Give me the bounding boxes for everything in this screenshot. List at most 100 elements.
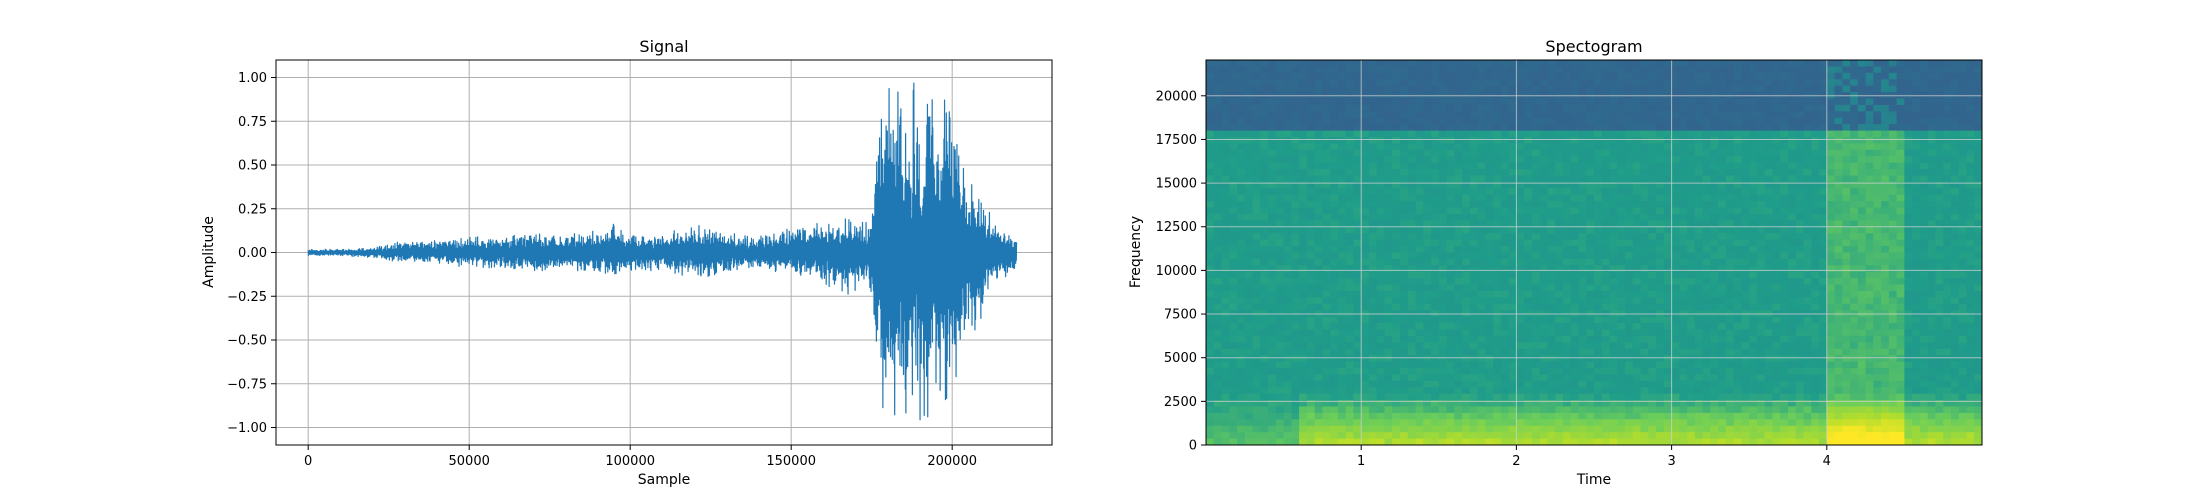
spectrogram-cell	[1345, 98, 1355, 106]
spectrogram-cell	[1400, 323, 1409, 331]
spectrogram-cell	[1299, 98, 1308, 106]
spectrogram-cell	[1524, 432, 1533, 440]
spectrogram-cell	[1260, 355, 1269, 363]
spectrogram-cell	[1229, 162, 1238, 170]
spectrogram-cell	[1252, 303, 1261, 311]
spectrogram-cell	[1702, 226, 1711, 234]
spectrogram-cell	[1376, 181, 1386, 189]
spectrogram-cell	[1648, 79, 1657, 87]
spectrogram-cell	[1454, 246, 1463, 254]
spectrogram-cell	[1741, 226, 1750, 234]
spectrogram-cell	[1617, 79, 1626, 87]
spectrogram-cell	[1252, 380, 1261, 388]
spectrogram-cell	[1516, 258, 1525, 266]
spectrogram-cell	[1663, 278, 1673, 286]
spectrogram-cell	[1446, 361, 1455, 369]
spectrogram-cell	[1438, 220, 1448, 228]
spectrogram-cell	[1244, 361, 1254, 369]
spectrogram-cell	[1306, 60, 1316, 68]
spectrogram-cell	[1454, 111, 1463, 119]
spectrogram-cell	[1524, 355, 1533, 363]
spectrogram-cell	[1337, 137, 1347, 145]
spectrogram-cell	[1206, 220, 1215, 228]
spectrogram-cell	[1500, 207, 1510, 215]
spectrogram-cell	[1842, 98, 1851, 106]
spectrogram-cell	[1594, 117, 1603, 125]
spectrogram-cell	[1625, 393, 1634, 401]
spectrogram-cell	[1500, 323, 1510, 331]
spectrogram-cell	[1392, 432, 1401, 440]
spectrogram-cell	[1368, 124, 1378, 132]
spectrogram-cell	[1749, 246, 1758, 254]
spectrogram-cell	[1819, 130, 1828, 138]
spectrogram-cell	[1625, 316, 1634, 324]
spectrogram-cell	[1384, 79, 1393, 87]
spectrogram-cell	[1314, 412, 1323, 420]
spectrogram-cell	[1322, 207, 1331, 215]
spectrogram-cell	[1361, 400, 1370, 408]
spectrogram-cell	[1446, 201, 1455, 209]
spectrogram-cell	[1306, 438, 1316, 445]
spectrogram-cell	[1671, 149, 1680, 157]
spectrogram-cell	[1260, 425, 1269, 433]
spectrogram-cell	[1640, 124, 1649, 132]
spectrogram-cell	[1718, 162, 1727, 170]
spectrogram-cell	[1788, 368, 1797, 376]
spectrogram-cell	[1640, 323, 1649, 331]
spectrogram-cell	[1229, 98, 1238, 106]
spectrogram-cell	[1803, 303, 1812, 311]
spectrogram-cell	[1330, 194, 1339, 202]
spectrogram-cell	[1361, 246, 1370, 254]
spectrogram-cell	[1524, 271, 1533, 279]
spectrogram-cell	[1353, 207, 1362, 215]
spectrogram-cell	[1477, 355, 1486, 363]
spectrogram-cell	[1438, 291, 1448, 299]
spectrogram-cell	[1415, 175, 1424, 183]
spectrogram-cell	[1539, 124, 1549, 132]
spectrogram-cell	[1710, 297, 1719, 305]
spectrogram-cell	[1322, 406, 1331, 414]
spectrogram-cell	[1407, 175, 1417, 183]
spectrogram-cell	[1811, 432, 1820, 440]
spectrogram-cell	[1656, 265, 1665, 273]
spectrogram-cell	[1493, 79, 1502, 87]
spectrogram-cell	[1291, 181, 1300, 189]
spectrogram-cell	[1694, 297, 1704, 305]
spectrogram-cell	[1330, 412, 1339, 420]
spectrogram-cell	[1679, 156, 1688, 164]
spectrogram-cell	[1454, 188, 1463, 196]
spectrogram-cell	[1322, 387, 1331, 395]
spectrogram-cell	[1260, 438, 1269, 445]
spectrogram-cell	[1260, 214, 1269, 222]
spectrogram-cell	[1826, 98, 1836, 106]
spectrogram-cell	[1252, 181, 1261, 189]
spectrogram-cell	[1252, 432, 1261, 440]
spectrogram-cell	[1268, 143, 1277, 151]
spectrogram-cell	[1741, 342, 1750, 350]
spectrogram-cell	[1322, 246, 1331, 254]
spectrogram-cell	[1718, 169, 1727, 177]
spectrogram-cell	[1407, 169, 1417, 177]
spectrogram-cell	[1485, 368, 1494, 376]
spectrogram-cell	[1788, 175, 1797, 183]
spectrogram-cell	[1687, 303, 1696, 311]
spectrogram-cell	[1454, 329, 1463, 337]
spectrogram-cell	[1221, 380, 1230, 388]
spectrogram-cell	[1733, 66, 1743, 74]
spectrogram-cell	[1594, 162, 1603, 170]
spectrogram-cell	[1834, 79, 1843, 87]
spectrogram-cell	[1392, 393, 1401, 401]
spectrogram-cell	[1648, 117, 1657, 125]
spectrogram-cell	[1431, 111, 1440, 119]
spectrogram-cell	[1477, 220, 1486, 228]
spectrogram-cell	[1446, 432, 1455, 440]
spectrogram-cell	[1756, 380, 1766, 388]
spectrogram-cell	[1268, 329, 1277, 337]
spectrogram-cell	[1229, 335, 1238, 343]
spectrogram-cell	[1322, 175, 1331, 183]
spectrogram-cell	[1524, 368, 1533, 376]
spectrogram-cell	[1229, 207, 1238, 215]
spectrogram-cell	[1291, 348, 1300, 356]
spectrogram-cell	[1718, 252, 1727, 260]
spectrogram-cell	[1601, 425, 1611, 433]
